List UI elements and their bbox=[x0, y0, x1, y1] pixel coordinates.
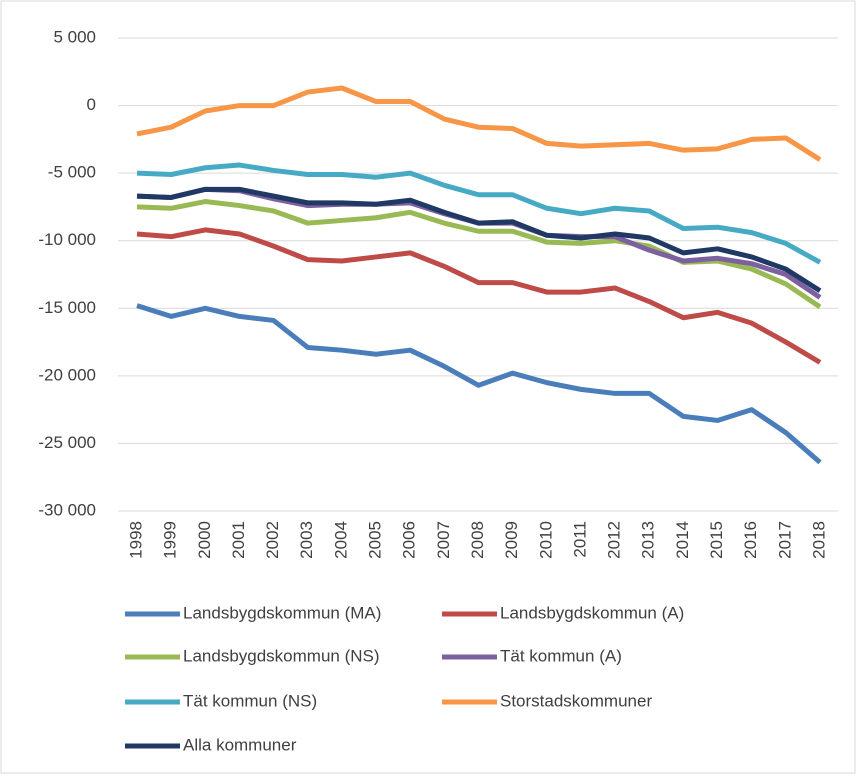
legend-label: Alla kommuner bbox=[183, 735, 297, 754]
x-tick-label: 2002 bbox=[263, 521, 282, 559]
series-line bbox=[136, 227, 822, 365]
x-tick-label: 2017 bbox=[775, 521, 794, 559]
x-tick-label: 2015 bbox=[707, 521, 726, 559]
x-tick-label: 2003 bbox=[297, 521, 316, 559]
x-tick-label: 2018 bbox=[809, 521, 828, 559]
x-tick-label: 2006 bbox=[400, 521, 419, 559]
y-tick-label: -15 000 bbox=[38, 298, 96, 317]
x-tick-label: 2013 bbox=[639, 521, 658, 559]
y-tick-label: -20 000 bbox=[38, 365, 96, 384]
y-tick-label: 0 bbox=[87, 95, 96, 114]
x-tick-label: 2010 bbox=[536, 521, 555, 559]
legend-label: Landsbygdskommun (MA) bbox=[183, 603, 381, 622]
x-tick-label: 2000 bbox=[195, 521, 214, 559]
x-tick-label: 2012 bbox=[605, 521, 624, 559]
x-tick-label: 2009 bbox=[502, 521, 521, 559]
y-tick-label: -5 000 bbox=[48, 163, 96, 182]
y-tick-label: 5 000 bbox=[53, 27, 96, 46]
series-line bbox=[136, 186, 822, 293]
legend-label: Landsbygdskommun (A) bbox=[500, 603, 684, 622]
x-tick-label: 2014 bbox=[673, 521, 692, 559]
x-tick-label: 2008 bbox=[468, 521, 487, 559]
x-tick-label: 1999 bbox=[161, 521, 180, 559]
x-tick-label: 2001 bbox=[229, 521, 248, 559]
x-tick-label: 1998 bbox=[126, 521, 145, 559]
x-tick-label: 2004 bbox=[331, 521, 350, 559]
series-line bbox=[136, 303, 822, 465]
legend-label: Tät kommun (NS) bbox=[183, 691, 317, 710]
series-line bbox=[136, 162, 822, 265]
y-tick-label: -10 000 bbox=[38, 230, 96, 249]
x-tick-label: 2007 bbox=[434, 521, 453, 559]
x-tick-label: 2005 bbox=[366, 521, 385, 559]
x-tick-label: 2011 bbox=[570, 521, 589, 558]
legend-label: Storstadskommuner bbox=[500, 691, 652, 710]
y-tick-label: -25 000 bbox=[38, 433, 96, 452]
series-line bbox=[136, 85, 822, 162]
legend-label: Landsbygdskommun (NS) bbox=[183, 646, 380, 665]
legend-label: Tät kommun (A) bbox=[500, 646, 622, 665]
x-tick-label: 2016 bbox=[741, 521, 760, 559]
y-tick-label: -30 000 bbox=[38, 500, 96, 519]
